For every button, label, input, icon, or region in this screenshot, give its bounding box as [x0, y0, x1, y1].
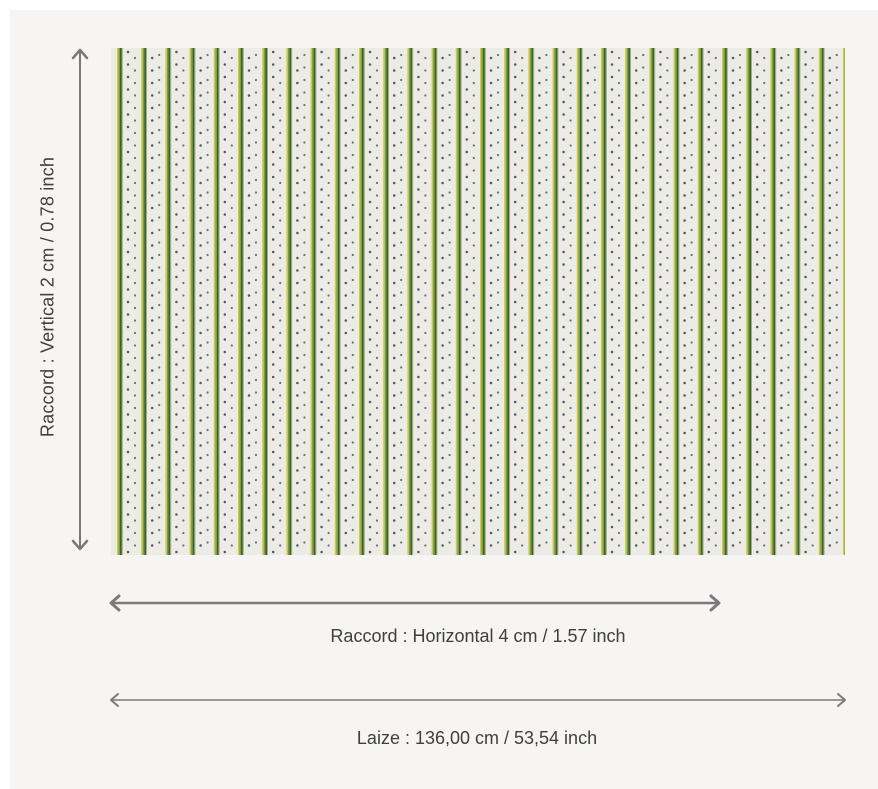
fabric-swatch [111, 48, 845, 555]
vertical-repeat-arrow-icon [71, 48, 89, 551]
width-arrow-icon [110, 693, 846, 707]
horizontal-repeat-arrow-icon [109, 594, 721, 612]
horizontal-repeat-label: Raccord : Horizontal 4 cm / 1.57 inch [330, 626, 626, 646]
width-label: Laize : 136,00 cm / 53,54 inch [356, 728, 598, 748]
fabric-pattern [111, 48, 845, 555]
vertical-repeat-label: Raccord : Vertical 2 cm / 0.78 inch [37, 156, 58, 438]
